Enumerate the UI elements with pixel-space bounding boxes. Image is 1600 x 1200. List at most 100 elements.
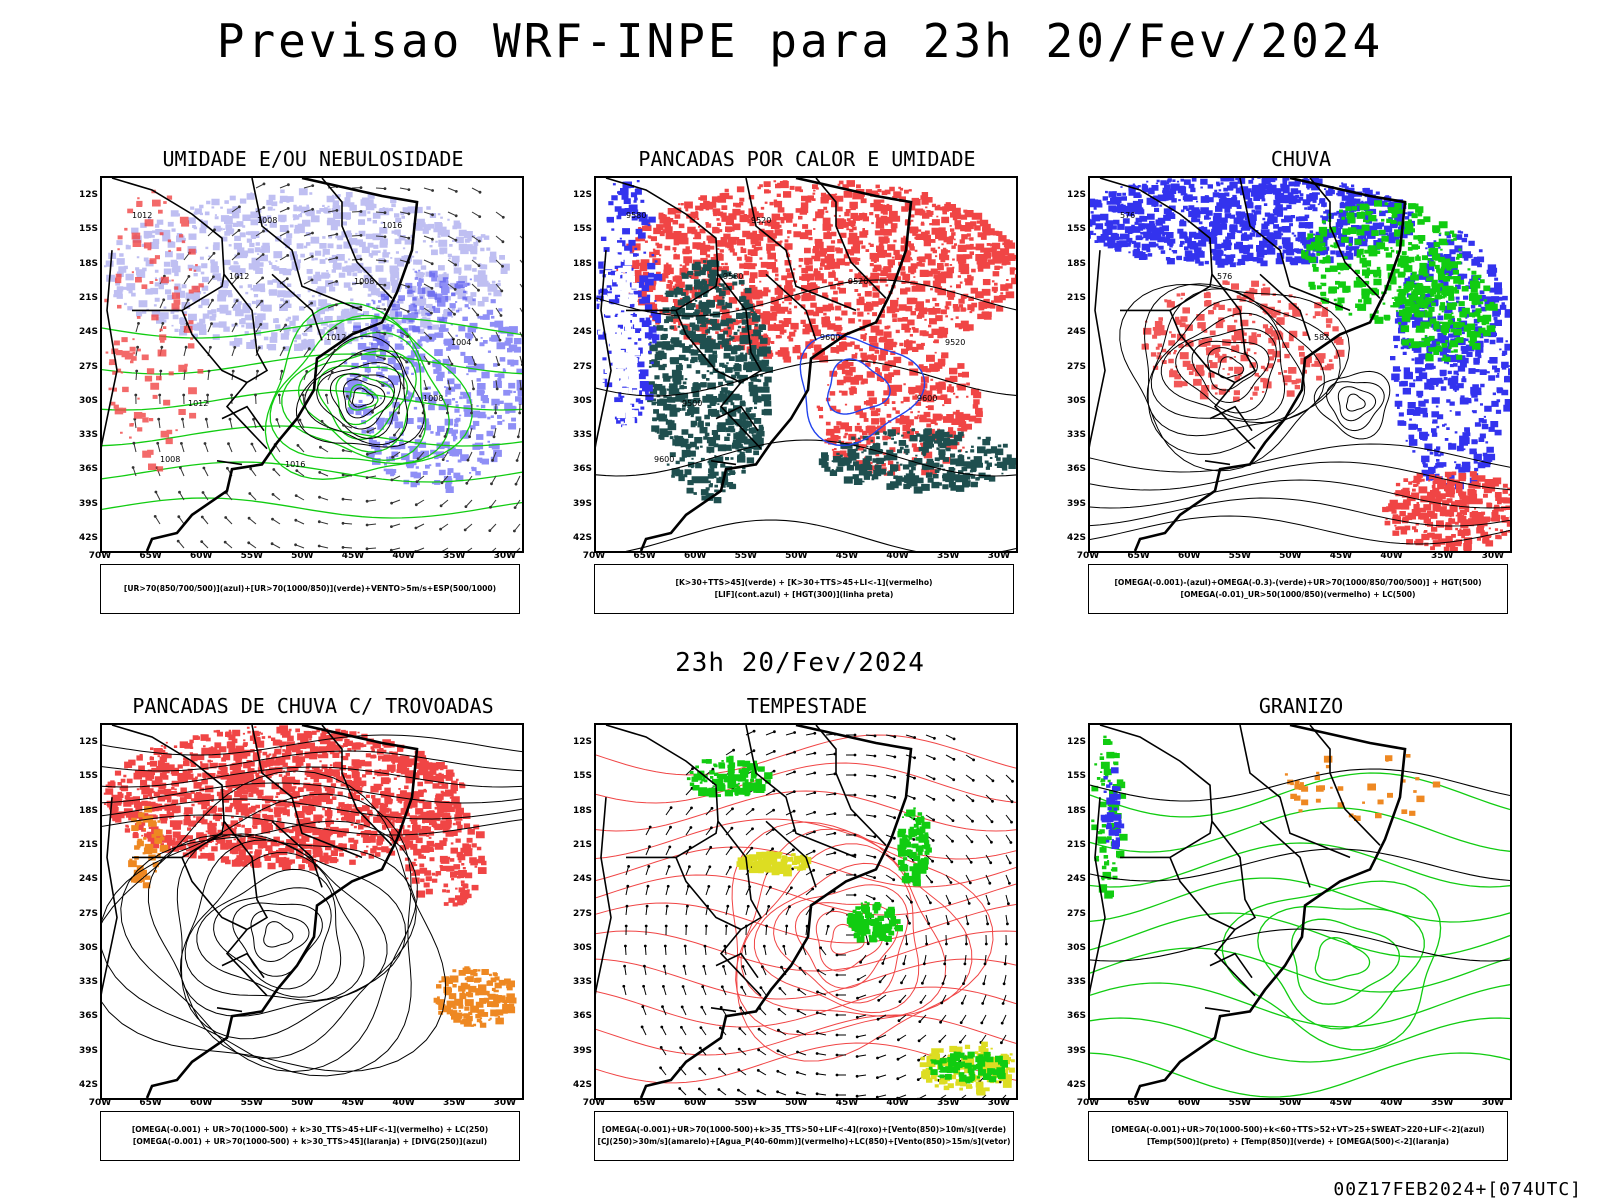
- wind-vector: [877, 1034, 887, 1039]
- lon-label: 65W: [1127, 551, 1150, 561]
- wind-vector-head: [896, 1096, 899, 1098]
- wind-vector-head: [913, 776, 916, 780]
- wind-vector-head: [1006, 922, 1009, 926]
- wind-vector: [745, 750, 755, 756]
- wind-vector-head: [478, 239, 481, 243]
- wind-vector-head: [310, 278, 314, 282]
- wind-vector-head: [813, 771, 817, 775]
- wind-vector: [765, 731, 775, 736]
- wind-vector-head: [725, 924, 728, 928]
- wind-vector-head: [873, 774, 877, 778]
- wind-vector: [939, 1034, 947, 1042]
- wind-vector-head: [179, 466, 182, 470]
- wind-vector: [177, 540, 185, 549]
- wind-vector: [441, 475, 449, 484]
- wind-vector-head: [213, 228, 216, 232]
- wind-vector-head: [247, 516, 251, 520]
- wind-vector-head: [833, 792, 837, 796]
- legend-line: [K>30+TTS>45](verde) + [K>30+TTS>45+LI<-…: [675, 578, 933, 587]
- wind-vector: [295, 544, 305, 549]
- panel-umidade: UMIDADE E/OU NEBULOSIDADE 1012 1012 1012 10…: [78, 147, 578, 647]
- wind-vector: [519, 259, 522, 264]
- wind-vector-head: [135, 369, 139, 373]
- wind-vector: [419, 427, 425, 437]
- lon-label: 30W: [987, 551, 1011, 561]
- wind-vector-head: [752, 749, 756, 753]
- wind-vector: [255, 300, 263, 309]
- wind-vector-head: [709, 845, 713, 849]
- wind-vector: [778, 1029, 787, 1036]
- contour-line: [102, 461, 522, 483]
- state-border: [251, 178, 363, 312]
- lon-label: 70W: [1076, 1098, 1100, 1108]
- wind-vector-head: [518, 411, 522, 415]
- wind-vector: [351, 234, 362, 237]
- wind-vector-head: [855, 1035, 859, 1039]
- wind-vector-head: [853, 873, 857, 877]
- wind-vector-head: [182, 393, 186, 397]
- contour-line: [1090, 982, 1510, 1028]
- wind-vector: [945, 894, 951, 904]
- lat-label: 18S: [1066, 258, 1086, 269]
- wind-vector-head: [187, 275, 191, 278]
- contour-label: 1012: [229, 272, 249, 281]
- wind-vector-head: [855, 1094, 859, 1098]
- wind-vector: [965, 814, 973, 822]
- wind-vector: [820, 947, 827, 956]
- lat-label: 18S: [78, 258, 98, 269]
- wind-vector-head: [930, 880, 934, 884]
- wind-vector-head: [730, 826, 734, 830]
- wind-vector-head: [624, 944, 627, 948]
- contour-line: [102, 317, 522, 339]
- wind-vector: [296, 470, 305, 477]
- contour-line: [120, 820, 418, 1073]
- wind-vector: [135, 347, 139, 357]
- wind-vector: [423, 379, 427, 389]
- wind-vector: [471, 403, 473, 414]
- lat-label: 21S: [1066, 839, 1086, 850]
- wind-vector: [981, 1014, 987, 1024]
- wind-vector-head: [938, 1040, 942, 1043]
- state-border: [1169, 310, 1236, 384]
- lon-label: 65W: [139, 551, 162, 561]
- lon-label: 30W: [493, 1098, 517, 1108]
- lon-label: 65W: [139, 1098, 162, 1108]
- wind-vector-head: [722, 965, 725, 968]
- wind-vector-head: [855, 1015, 859, 1019]
- lat-label: 15S: [78, 771, 98, 782]
- wind-vector: [825, 909, 834, 916]
- panel-title: GRANIZO: [1258, 694, 1344, 718]
- panel-pancadas-trovoadas: PANCADAS DE CHUVA C/ TROVOADAS [OMEGA(-0…: [78, 694, 578, 1194]
- state-border: [1090, 797, 1106, 995]
- wind-vector-head: [270, 542, 274, 546]
- wind-vector: [857, 1014, 867, 1018]
- lat-label: 39S: [78, 498, 98, 509]
- contour-line: [1160, 312, 1286, 421]
- wind-vector-head: [893, 755, 897, 759]
- wind-vector-head: [792, 809, 796, 813]
- wind-vector-head: [341, 521, 345, 525]
- wind-vector: [279, 254, 288, 261]
- wind-vector: [961, 994, 967, 1004]
- wind-vector-head: [750, 846, 754, 850]
- wind-vector: [665, 826, 671, 836]
- state-border: [1309, 725, 1381, 846]
- wind-vector-head: [430, 262, 434, 266]
- wind-vector-head: [933, 736, 936, 740]
- wind-vector-head: [335, 232, 339, 236]
- wind-vector-head: [625, 904, 629, 908]
- wind-vector-head: [872, 897, 876, 901]
- wind-vector: [183, 276, 190, 285]
- wind-vector-head: [711, 767, 715, 771]
- wind-vector-head: [365, 476, 369, 479]
- wind-vector: [440, 499, 449, 507]
- wind-vector: [231, 230, 240, 237]
- contour-label: 1012: [326, 333, 346, 342]
- wind-vector-head: [952, 737, 956, 741]
- wind-vector: [495, 235, 504, 243]
- wind-vector: [725, 906, 729, 916]
- wind-vector: [985, 874, 991, 884]
- wind-vector-head: [1008, 881, 1011, 885]
- wind-vector: [817, 1053, 827, 1056]
- wind-vector-head: [200, 540, 204, 543]
